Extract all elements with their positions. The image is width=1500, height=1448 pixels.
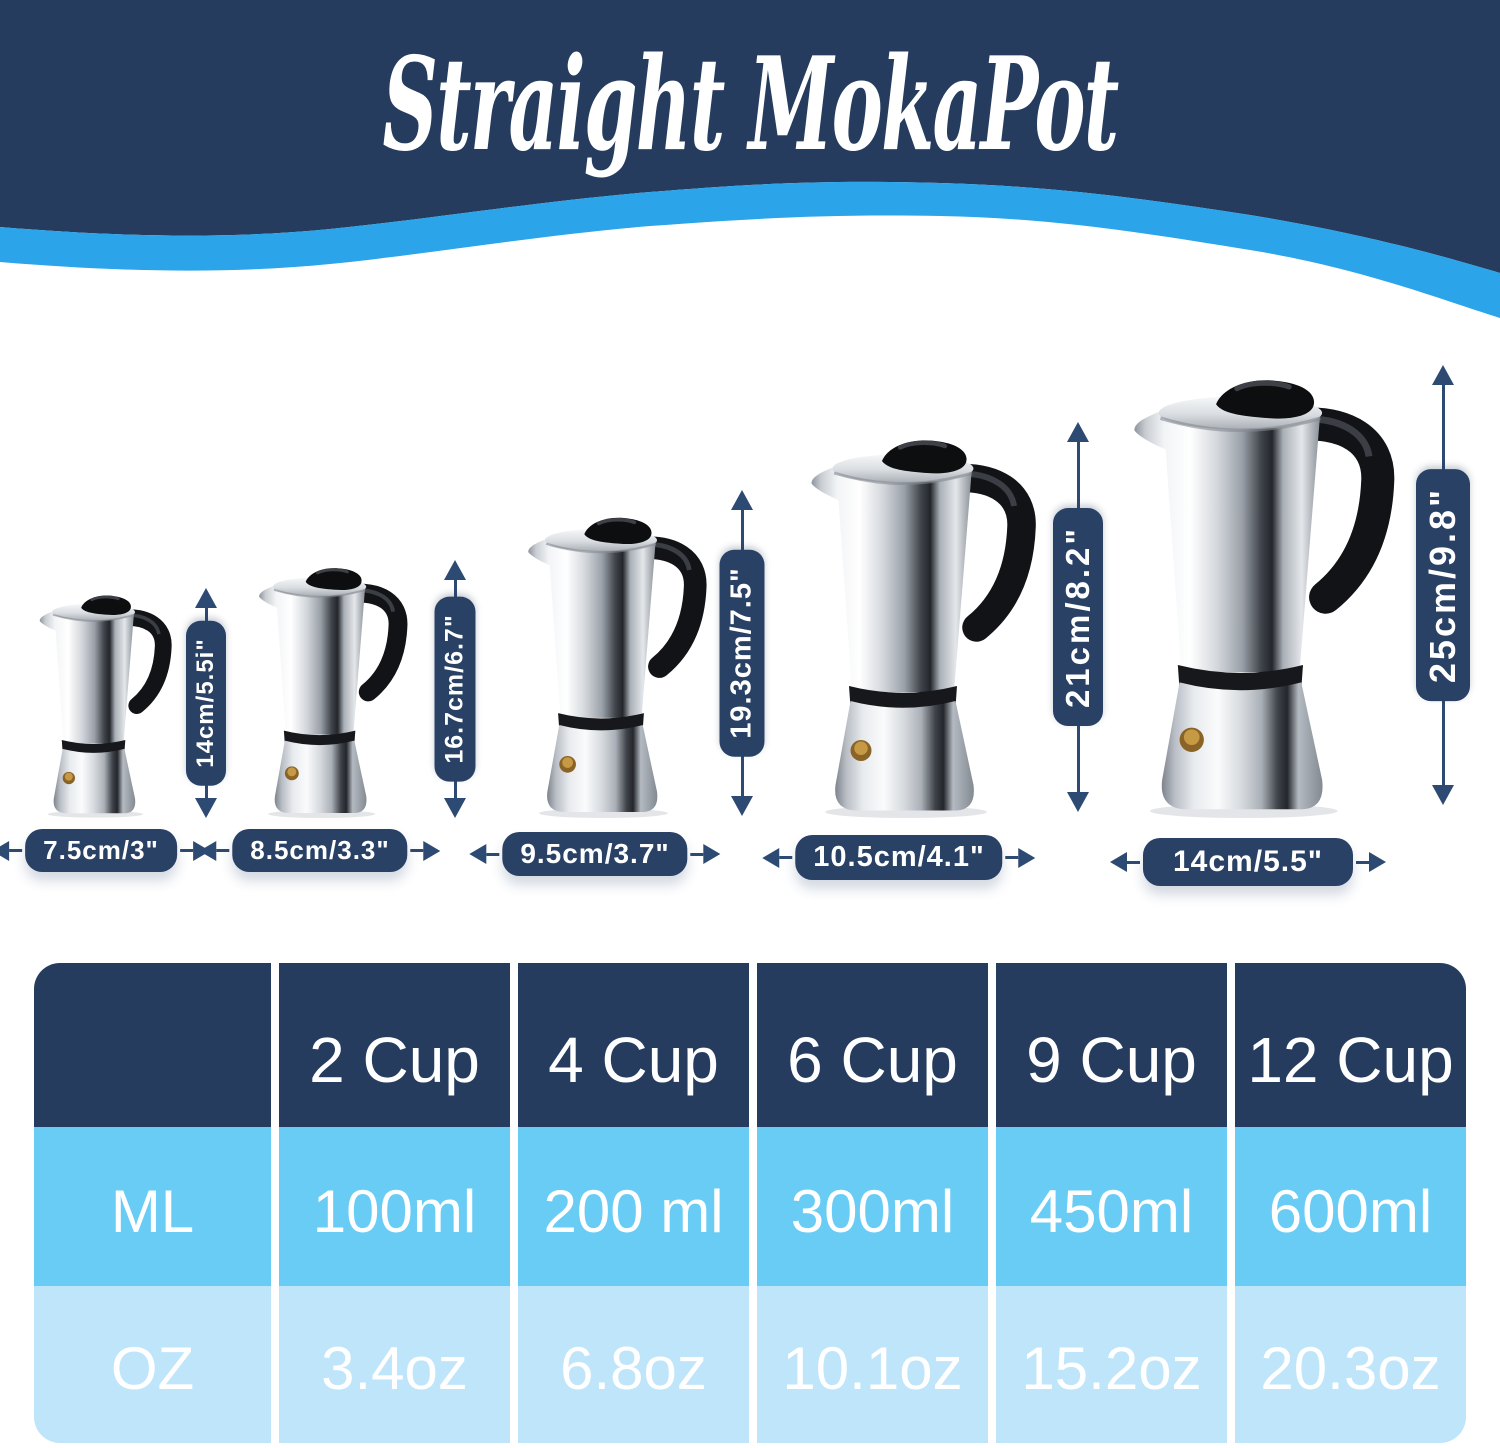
arrow-left-icon (0, 840, 23, 861)
table-corner-cell (34, 963, 271, 1127)
ml-value-4cup: 200 ml (518, 1127, 749, 1286)
arrow-right-icon (1356, 852, 1386, 872)
column-header-2cup: 2 Cup (279, 963, 510, 1127)
arrow-left-icon (199, 840, 230, 861)
mokapot-12cup-image (1115, 366, 1411, 818)
width-dimension-9cup: 10.5cm/4.1" (762, 835, 1036, 880)
arrow-left-icon (469, 844, 500, 864)
arrow-right-icon (410, 840, 441, 861)
oz-value-9cup: 15.2oz (996, 1286, 1227, 1443)
height-dimension-4cup: 16.7cm/6.7" (434, 560, 476, 818)
width-label-2cup: 7.5cm/3" (25, 829, 177, 872)
mokapot-9cup-image (795, 428, 1050, 818)
header-wave (0, 0, 1500, 318)
column-header-9cup: 9 Cup (996, 963, 1227, 1127)
row-label-oz: OZ (34, 1286, 271, 1443)
height-label-9cup: 21cm/8.2" (1053, 507, 1103, 727)
size-table: 2 Cup 4 Cup 6 Cup 9 Cup 12 Cup ML 100ml … (34, 963, 1466, 1443)
row-label-ml: ML (34, 1127, 271, 1286)
column-header-4cup: 4 Cup (518, 963, 749, 1127)
height-dimension-2cup: 14cm/5.5i" (186, 588, 226, 818)
page-title: Straight MokaPot (382, 30, 1120, 180)
ml-value-6cup: 300ml (757, 1127, 988, 1286)
arrow-down-icon (1067, 792, 1089, 812)
column-header-6cup: 6 Cup (757, 963, 988, 1127)
header-navy-band (0, 0, 1500, 273)
mokapot-2cup-image (30, 588, 180, 818)
width-label-6cup: 9.5cm/3.7" (502, 832, 688, 876)
ml-value-2cup: 100ml (279, 1127, 510, 1286)
arrow-right-icon (690, 844, 721, 864)
height-dimension-9cup: 21cm/8.2" (1053, 422, 1103, 812)
height-label-12cup: 25cm/9.8" (1416, 468, 1470, 702)
arrow-down-icon (444, 798, 466, 818)
header-wave-stripe (0, 181, 1500, 318)
height-dimension-12cup: 25cm/9.8" (1416, 365, 1470, 805)
height-label-2cup: 14cm/5.5i" (186, 620, 226, 786)
width-dimension-6cup: 9.5cm/3.7" (469, 832, 721, 876)
mokapot-6cup-image (515, 508, 718, 818)
oz-value-2cup: 3.4oz (279, 1286, 510, 1443)
width-label-4cup: 8.5cm/3.3" (232, 829, 408, 872)
column-header-12cup: 12 Cup (1235, 963, 1466, 1127)
height-label-6cup: 19.3cm/7.5" (719, 549, 765, 757)
arrow-down-icon (731, 796, 753, 816)
width-dimension-4cup: 8.5cm/3.3" (199, 829, 441, 872)
arrow-down-icon (195, 798, 217, 818)
arrow-right-icon (1005, 847, 1036, 868)
width-label-12cup: 14cm/5.5" (1143, 838, 1353, 886)
mokapot-4cup-image (248, 560, 417, 818)
width-dimension-12cup: 14cm/5.5" (1110, 838, 1386, 886)
arrow-left-icon (762, 847, 793, 868)
height-label-4cup: 16.7cm/6.7" (434, 596, 476, 782)
oz-value-4cup: 6.8oz (518, 1286, 749, 1443)
ml-value-9cup: 450ml (996, 1127, 1227, 1286)
width-dimension-2cup: 7.5cm/3" (0, 829, 210, 872)
width-label-9cup: 10.5cm/4.1" (795, 835, 1003, 880)
height-dimension-6cup: 19.3cm/7.5" (719, 490, 765, 816)
arrow-right-icon (179, 840, 210, 861)
oz-value-6cup: 10.1oz (757, 1286, 988, 1443)
oz-value-12cup: 20.3oz (1235, 1286, 1466, 1443)
arrow-left-icon (1110, 852, 1140, 872)
arrow-down-icon (1432, 785, 1454, 805)
ml-value-12cup: 600ml (1235, 1127, 1466, 1286)
